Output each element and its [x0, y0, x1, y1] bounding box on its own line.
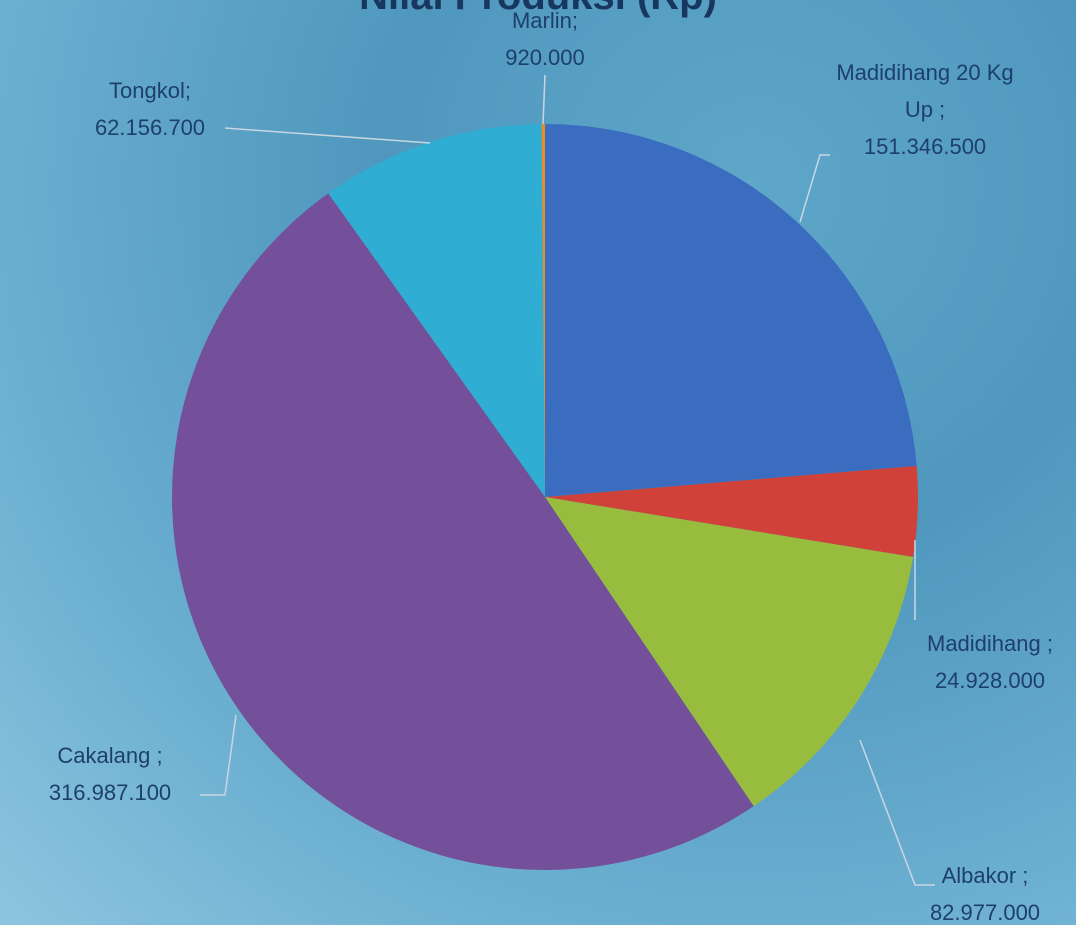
label-category: Cakalang ; — [10, 737, 210, 774]
leader-line — [800, 155, 830, 222]
data-label: Madidihang 20 Kg Up ;151.346.500 — [835, 54, 1015, 165]
label-value: 920.000 — [465, 39, 625, 76]
label-category: Marlin; — [465, 2, 625, 39]
data-label: Tongkol;62.156.700 — [70, 72, 230, 146]
pie-slice — [545, 124, 917, 497]
label-category: Albakor ; — [895, 857, 1075, 894]
leader-line — [543, 75, 545, 124]
page: Nilai Produksi (Rp) (() => { const data … — [0, 0, 1076, 925]
label-category: Madidihang ; — [895, 625, 1076, 662]
data-label: Albakor ;82.977.000 — [895, 857, 1075, 931]
label-value: 82.977.000 — [895, 894, 1075, 931]
leader-line — [225, 128, 430, 143]
data-label: Madidihang ;24.928.000 — [895, 625, 1076, 699]
data-label: Marlin;920.000 — [465, 2, 625, 76]
label-category: Madidihang 20 Kg Up ; — [835, 54, 1015, 128]
label-category: Tongkol; — [70, 72, 230, 109]
label-value: 62.156.700 — [70, 109, 230, 146]
data-label: Cakalang ;316.987.100 — [10, 737, 210, 811]
label-value: 151.346.500 — [835, 128, 1015, 165]
label-value: 316.987.100 — [10, 774, 210, 811]
label-value: 24.928.000 — [895, 662, 1076, 699]
